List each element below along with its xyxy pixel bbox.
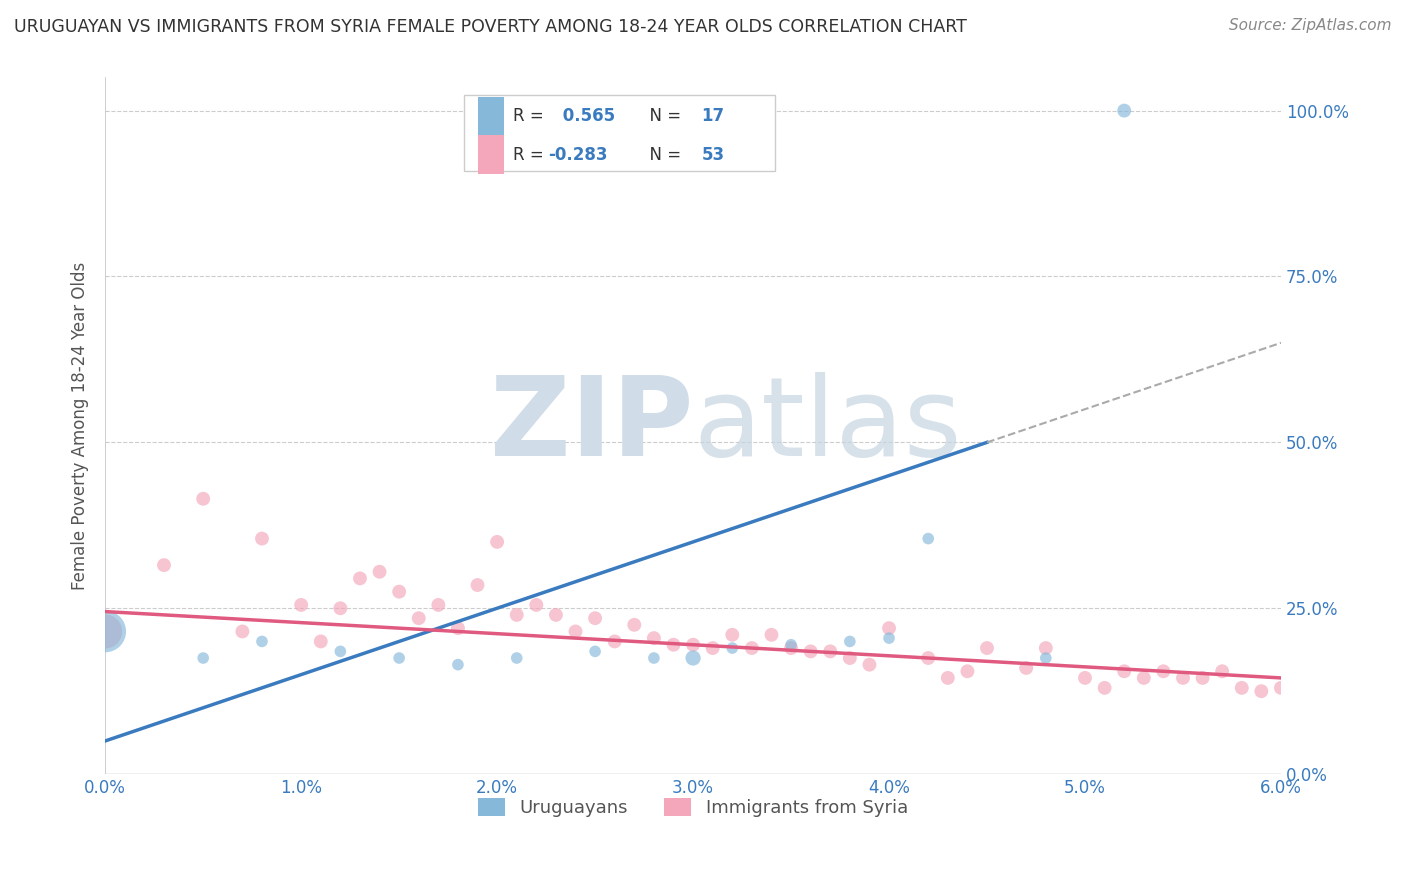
Point [858, 657, 880, 672]
Point [643, 631, 665, 645]
Point [467, 578, 489, 592]
Point [780, 641, 803, 656]
Point [800, 644, 823, 658]
Point [741, 641, 763, 656]
Text: -0.283: -0.283 [548, 145, 607, 163]
Text: R =: R = [513, 145, 550, 163]
Point [408, 611, 430, 625]
Point [524, 598, 547, 612]
Point [583, 644, 606, 658]
Point [1114, 103, 1136, 118]
Point [780, 638, 803, 652]
Point [1035, 651, 1057, 665]
Point [564, 624, 586, 639]
Text: ZIP: ZIP [489, 372, 693, 479]
Point [1114, 665, 1136, 679]
Point [486, 535, 509, 549]
Point [761, 628, 783, 642]
Point [447, 657, 470, 672]
Text: atlas: atlas [693, 372, 962, 479]
Text: 0.565: 0.565 [557, 107, 614, 125]
Point [1152, 665, 1174, 679]
Point [447, 621, 470, 635]
Point [721, 628, 744, 642]
Point [623, 617, 645, 632]
Point [682, 651, 704, 665]
Point [936, 671, 959, 685]
Point [506, 651, 529, 665]
Point [1270, 681, 1292, 695]
Point [838, 651, 860, 665]
Point [193, 651, 215, 665]
Point [603, 634, 626, 648]
Point [250, 532, 273, 546]
Point [1133, 671, 1156, 685]
Text: N =: N = [638, 107, 686, 125]
Text: URUGUAYAN VS IMMIGRANTS FROM SYRIA FEMALE POVERTY AMONG 18-24 YEAR OLDS CORRELAT: URUGUAYAN VS IMMIGRANTS FROM SYRIA FEMAL… [14, 18, 967, 36]
Point [1230, 681, 1253, 695]
Point [94, 624, 117, 639]
Point [1171, 671, 1194, 685]
Point [544, 607, 567, 622]
Point [820, 644, 842, 658]
Point [976, 641, 998, 656]
Point [1015, 661, 1038, 675]
Point [877, 631, 900, 645]
FancyBboxPatch shape [464, 95, 775, 171]
Bar [478, 97, 503, 136]
Text: 53: 53 [702, 145, 724, 163]
Point [956, 665, 979, 679]
Point [702, 641, 724, 656]
Point [290, 598, 312, 612]
Point [231, 624, 253, 639]
Point [1211, 665, 1233, 679]
Point [1250, 684, 1272, 698]
Text: 17: 17 [702, 107, 724, 125]
Point [329, 644, 352, 658]
Point [94, 624, 117, 639]
Point [1035, 641, 1057, 656]
Point [1094, 681, 1116, 695]
Point [682, 638, 704, 652]
Point [877, 621, 900, 635]
Point [153, 558, 176, 573]
Point [349, 571, 371, 585]
Point [917, 651, 939, 665]
Text: N =: N = [638, 145, 686, 163]
Point [427, 598, 450, 612]
Point [388, 584, 411, 599]
Point [193, 491, 215, 506]
Point [329, 601, 352, 615]
Point [838, 634, 860, 648]
Text: R =: R = [513, 107, 550, 125]
Point [583, 611, 606, 625]
Point [309, 634, 332, 648]
Bar [478, 136, 503, 174]
Point [1074, 671, 1097, 685]
Point [368, 565, 391, 579]
Point [721, 641, 744, 656]
Point [506, 607, 529, 622]
Point [917, 532, 939, 546]
Point [388, 651, 411, 665]
Point [1191, 671, 1213, 685]
Y-axis label: Female Poverty Among 18-24 Year Olds: Female Poverty Among 18-24 Year Olds [72, 261, 89, 590]
Point [643, 651, 665, 665]
Point [250, 634, 273, 648]
Legend: Uruguayans, Immigrants from Syria: Uruguayans, Immigrants from Syria [471, 790, 915, 824]
Point [662, 638, 685, 652]
Text: Source: ZipAtlas.com: Source: ZipAtlas.com [1229, 18, 1392, 33]
